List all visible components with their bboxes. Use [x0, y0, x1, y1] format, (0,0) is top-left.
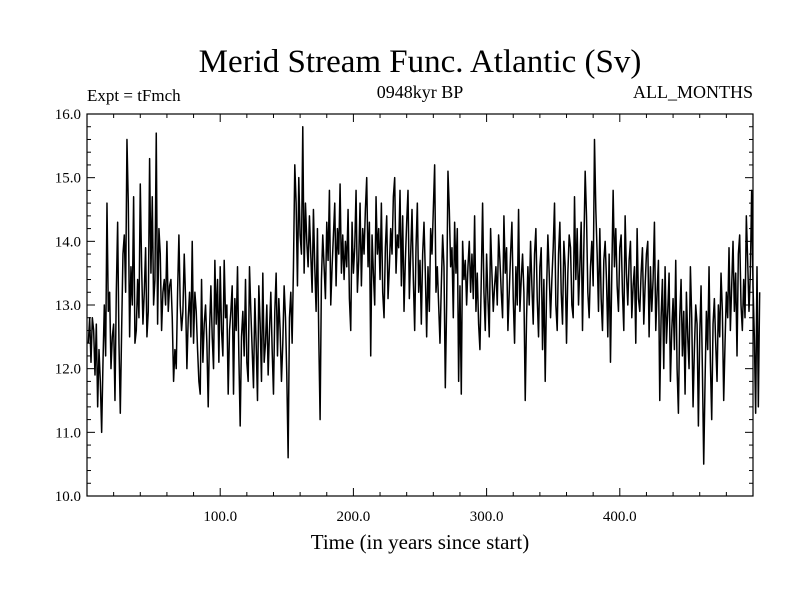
y-tick-label: 16.0 — [55, 107, 81, 123]
x-tick-label: 300.0 — [470, 509, 504, 525]
x-tick-label: 400.0 — [603, 509, 637, 525]
x-tick-label: 100.0 — [203, 509, 237, 525]
ticks-layer: 10.0 11.0 12.0 13.0 14.0 15.0 16.0 100.0 200.0 30… — [55, 107, 753, 525]
x-axis-label: Time (in years since start) — [311, 530, 530, 554]
y-tick-label: 12.0 — [55, 362, 81, 378]
experiment-label: Expt = tFmch — [87, 86, 181, 105]
y-tick-label: 10.0 — [55, 489, 81, 505]
y-tick-label: 15.0 — [55, 171, 81, 187]
period-label: 0948kyr BP — [377, 82, 464, 102]
y-tick-label: 13.0 — [55, 298, 81, 314]
y-tick-label: 11.0 — [55, 425, 81, 441]
series-line — [87, 125, 761, 465]
y-tick-label: 14.0 — [55, 234, 81, 250]
chart-title: Merid Stream Func. Atlantic (Sv) — [199, 44, 642, 80]
series-layer — [87, 125, 761, 465]
plot-frame — [86, 113, 754, 497]
x-tick-label: 200.0 — [337, 509, 371, 525]
months-label: ALL_MONTHS — [633, 82, 753, 102]
